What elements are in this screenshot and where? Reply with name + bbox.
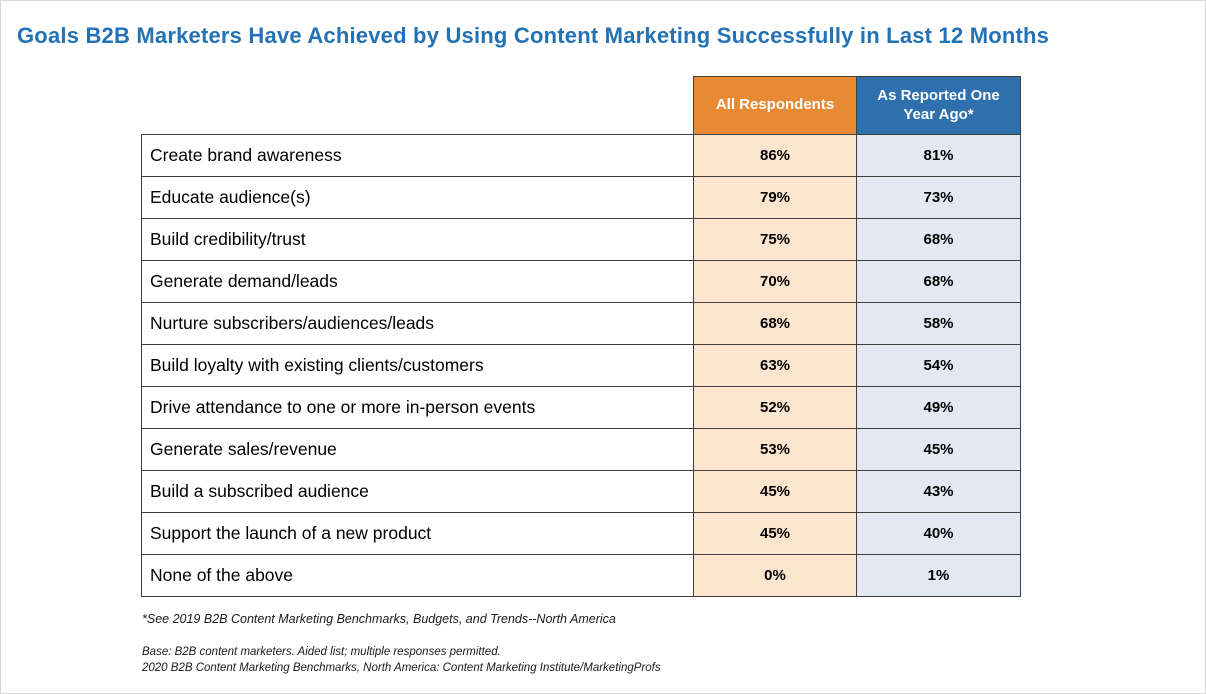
table-row: Drive attendance to one or more in-perso…	[141, 386, 1021, 429]
column-header-year-ago: As Reported One Year Ago*	[856, 76, 1021, 135]
all-respondents-value: 68%	[693, 302, 857, 345]
table-row: Nurture subscribers/audiences/leads 68% …	[141, 302, 1021, 345]
footnote-source: 2020 B2B Content Marketing Benchmarks, N…	[142, 661, 661, 674]
row-label: Nurture subscribers/audiences/leads	[141, 302, 694, 345]
row-label: Educate audience(s)	[141, 176, 694, 219]
year-ago-value: 81%	[856, 134, 1021, 177]
row-label: None of the above	[141, 554, 694, 597]
row-label: Build loyalty with existing clients/cust…	[141, 344, 694, 387]
year-ago-value: 68%	[856, 218, 1021, 261]
column-header-all-respondents: All Respondents	[693, 76, 857, 135]
year-ago-value: 54%	[856, 344, 1021, 387]
row-label: Support the launch of a new product	[141, 512, 694, 555]
all-respondents-value: 45%	[693, 512, 857, 555]
header-row: All Respondents As Reported One Year Ago…	[142, 76, 1021, 135]
all-respondents-value: 53%	[693, 428, 857, 471]
year-ago-value: 58%	[856, 302, 1021, 345]
all-respondents-value: 79%	[693, 176, 857, 219]
row-label: Create brand awareness	[141, 134, 694, 177]
data-table: All Respondents As Reported One Year Ago…	[141, 76, 1021, 597]
year-ago-value: 73%	[856, 176, 1021, 219]
table-row: Build loyalty with existing clients/cust…	[141, 344, 1021, 387]
all-respondents-value: 63%	[693, 344, 857, 387]
table-row: Educate audience(s) 79% 73%	[141, 176, 1021, 219]
year-ago-value: 40%	[856, 512, 1021, 555]
year-ago-value: 49%	[856, 386, 1021, 429]
year-ago-value: 68%	[856, 260, 1021, 303]
footnote-base: Base: B2B content marketers. Aided list;…	[142, 646, 501, 658]
row-label: Drive attendance to one or more in-perso…	[141, 386, 694, 429]
year-ago-value: 43%	[856, 470, 1021, 513]
row-label: Build a subscribed audience	[141, 470, 694, 513]
all-respondents-value: 75%	[693, 218, 857, 261]
page-title: Goals B2B Marketers Have Achieved by Usi…	[17, 23, 1050, 48]
row-label: Build credibility/trust	[141, 218, 694, 261]
all-respondents-value: 70%	[693, 260, 857, 303]
goals-table: All Respondents As Reported One Year Ago…	[141, 76, 1021, 597]
all-respondents-value: 0%	[693, 554, 857, 597]
all-respondents-value: 45%	[693, 470, 857, 513]
all-respondents-value: 52%	[693, 386, 857, 429]
table-row: Build credibility/trust 75% 68%	[141, 218, 1021, 261]
table-row: Generate demand/leads 70% 68%	[141, 260, 1021, 303]
empty-corner-cell	[142, 77, 694, 135]
footnote-block: Base: B2B content marketers. Aided list;…	[142, 645, 661, 676]
year-ago-value: 45%	[856, 428, 1021, 471]
table-row: Build a subscribed audience 45% 43%	[141, 470, 1021, 513]
table-row: Support the launch of a new product 45% …	[141, 512, 1021, 555]
footnote-see-reference: *See 2019 B2B Content Marketing Benchmar…	[142, 612, 616, 626]
year-ago-value: 1%	[856, 554, 1021, 597]
table-row: None of the above 0% 1%	[141, 554, 1021, 597]
all-respondents-value: 86%	[693, 134, 857, 177]
table-row: Create brand awareness 86% 81%	[141, 134, 1021, 177]
table-row: Generate sales/revenue 53% 45%	[141, 428, 1021, 471]
row-label: Generate demand/leads	[141, 260, 694, 303]
row-label: Generate sales/revenue	[141, 428, 694, 471]
